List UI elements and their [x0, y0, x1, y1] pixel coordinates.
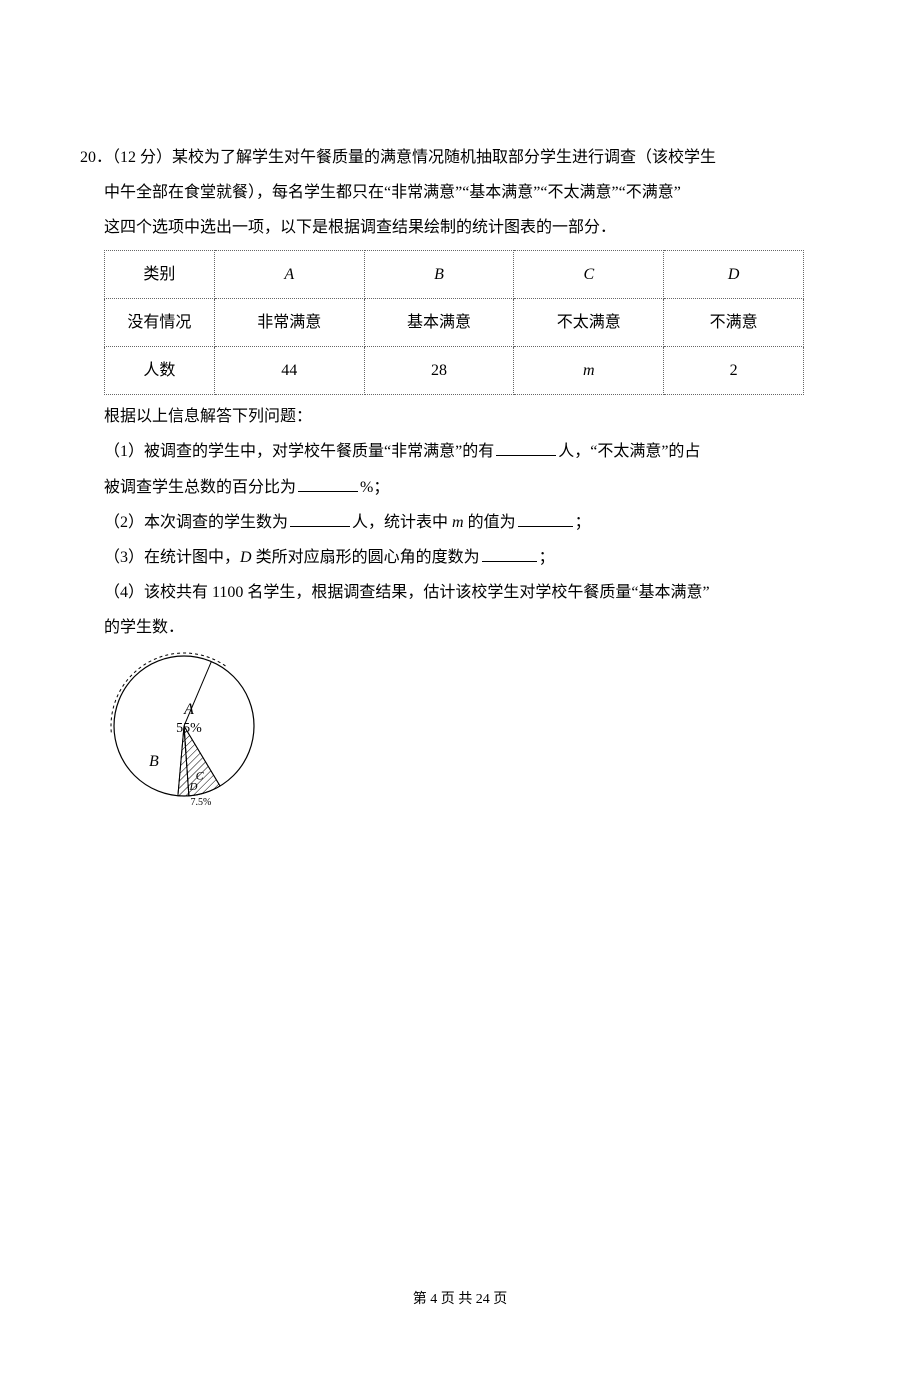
pie-chart: A55%BCD7.5% [104, 651, 840, 824]
subq1-d: %； [360, 479, 389, 496]
question-number: 20． [80, 149, 112, 166]
subq3-D: D [240, 549, 252, 566]
td-count-label: 人数 [105, 346, 215, 394]
th-A: A [214, 250, 364, 298]
question-stem-line3: 这四个选项中选出一项，以下是根据调查结果绘制的统计图表的一部分． [104, 210, 840, 245]
subq2-d: ； [575, 514, 591, 531]
footer-b: 页 共 [437, 1292, 476, 1307]
td-not-satisfied: 不满意 [664, 298, 804, 346]
td-count-B: 28 [364, 346, 514, 394]
question-stem-line1: 20．（12 分）某校为了解学生对午餐质量的满意情况随机抽取部分学生进行调查（该… [104, 140, 840, 175]
subq-1-line1: （1）被调查的学生中，对学校午餐质量“非常满意”的有 人，“不太满意”的占 [104, 434, 840, 469]
td-count-C: m [514, 346, 664, 394]
footer-c: 页 [490, 1292, 508, 1307]
subq2-a: （2）本次调查的学生数为 [104, 514, 288, 531]
table-row: 类别 A B C D [105, 250, 804, 298]
subq3-c: ； [539, 549, 555, 566]
svg-text:55%: 55% [176, 721, 202, 736]
after-table-text: 根据以上信息解答下列问题： [104, 399, 840, 434]
subq2-m: m [452, 514, 464, 531]
subq1-a: （1）被调查的学生中，对学校午餐质量“非常满意”的有 [104, 443, 494, 460]
question-stem-line2: 中午全部在食堂就餐），每名学生都只在“非常满意”“基本满意”“不太满意”“不满意… [104, 175, 840, 210]
th-C: C [514, 250, 664, 298]
td-situation: 没有情况 [105, 298, 215, 346]
blank [290, 510, 350, 527]
footer-total: 24 [476, 1292, 490, 1307]
blank [496, 439, 556, 456]
td-basically-satisfied: 基本满意 [364, 298, 514, 346]
blank [298, 475, 358, 492]
subq1-b: 人，“不太满意”的占 [558, 443, 700, 460]
subq2-b: 人，统计表中 [352, 514, 452, 531]
table-row: 人数 44 28 m 2 [105, 346, 804, 394]
subq-1-line2: 被调查学生总数的百分比为 %； [104, 470, 840, 505]
svg-text:7.5%: 7.5% [190, 797, 211, 808]
td-count-D: 2 [664, 346, 804, 394]
td-not-very-satisfied: 不太满意 [514, 298, 664, 346]
svg-text:D: D [188, 781, 197, 793]
page-footer: 第 4 页 共 24 页 [80, 1285, 840, 1316]
survey-table: 类别 A B C D 没有情况 非常满意 基本满意 不太满意 不满意 人数 44… [104, 250, 804, 396]
td-very-satisfied: 非常满意 [214, 298, 364, 346]
footer-a: 第 [413, 1292, 431, 1307]
th-B: B [364, 250, 514, 298]
subq3-a: （3）在统计图中， [104, 549, 240, 566]
subq-4-line1: （4）该校共有 1100 名学生，根据调查结果，估计该校学生对学校午餐质量“基本… [104, 575, 840, 610]
table-row: 没有情况 非常满意 基本满意 不太满意 不满意 [105, 298, 804, 346]
subq-3: （3）在统计图中，D 类所对应扇形的圆心角的度数为 ； [104, 540, 840, 575]
subq2-c: 的值为 [464, 514, 516, 531]
subq1-c: 被调查学生总数的百分比为 [104, 479, 296, 496]
subq-2: （2）本次调查的学生数为 人，统计表中 m 的值为 ； [104, 505, 840, 540]
th-category: 类别 [105, 250, 215, 298]
blank [518, 510, 573, 527]
question-points: （12 分） [112, 149, 172, 166]
svg-text:B: B [149, 753, 159, 770]
blank [482, 545, 537, 562]
subq3-b: 类所对应扇形的圆心角的度数为 [252, 549, 480, 566]
stem-rest-1: 某校为了解学生对午餐质量的满意情况随机抽取部分学生进行调查（该校学生 [172, 149, 716, 166]
td-count-A: 44 [214, 346, 364, 394]
pie-svg: A55%BCD7.5% [104, 651, 274, 811]
subq-4-line2: 的学生数． [104, 610, 840, 645]
th-D: D [664, 250, 804, 298]
svg-text:A: A [183, 701, 194, 718]
